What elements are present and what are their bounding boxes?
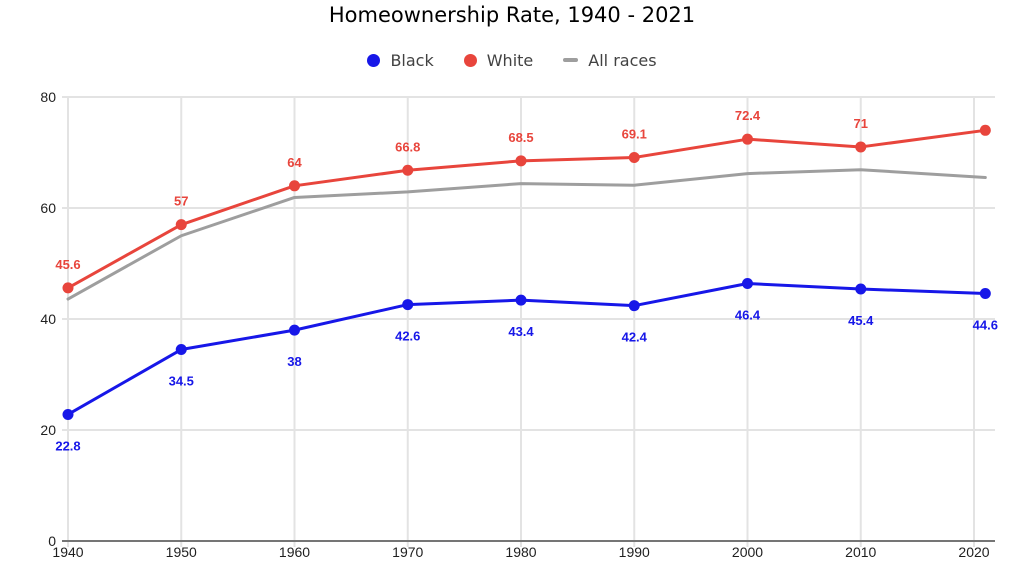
data-point-label-black: 38: [287, 354, 301, 369]
series-line-all-races: [66, 168, 987, 301]
legend-label-all-races: All races: [588, 50, 657, 70]
data-point-black: [515, 294, 527, 306]
data-point-white: [175, 219, 187, 231]
data-point-label-black: 46.4: [735, 307, 761, 322]
data-point-white: [628, 151, 640, 163]
data-point-white: [855, 141, 867, 153]
data-point-white: [289, 180, 300, 192]
data-point-black: [742, 277, 753, 289]
legend-marker-white-circle-icon: [463, 53, 477, 67]
x-axis-tick-label: 1940: [52, 544, 83, 560]
data-point-white: [515, 155, 527, 167]
legend-item-all-races: All races: [563, 50, 657, 70]
legend-marker-black-circle-icon: [367, 53, 381, 67]
x-axis-tick-label: 1980: [505, 544, 536, 560]
data-point-black: [402, 299, 414, 311]
data-point-white: [742, 133, 753, 145]
legend-marker-all-races-dash-icon: [563, 58, 579, 62]
legend-item-black: Black: [367, 50, 434, 70]
data-point-white: [979, 124, 991, 136]
data-point-label-white: 72.4: [735, 108, 761, 123]
data-point-black: [628, 300, 640, 312]
x-axis-tick-label: 2020: [958, 544, 989, 560]
x-axis-tick-label: 2010: [845, 544, 876, 560]
data-point-black: [855, 283, 867, 295]
data-point-label-black: 42.4: [622, 330, 648, 345]
data-point-label-white: 69.1: [622, 126, 647, 141]
x-axis-tick-label: 1950: [166, 544, 197, 560]
legend-item-white: White: [463, 50, 534, 70]
data-point-white: [62, 282, 74, 294]
data-point-label-black: 34.5: [169, 374, 194, 389]
x-axis-tick-label: 1990: [619, 544, 650, 560]
chart-legend: Black White All races: [0, 47, 1024, 73]
data-point-label-black: 44.6: [973, 317, 998, 332]
data-point-black: [979, 287, 991, 299]
data-point-label-white: 45.6: [55, 257, 80, 272]
data-point-white: [402, 164, 414, 176]
data-point-label-black: 43.4: [508, 324, 534, 339]
y-axis-tick-label: 40: [40, 311, 56, 327]
data-point-label-black: 45.4: [848, 313, 874, 328]
data-point-black: [62, 408, 74, 420]
x-axis-tick-label: 1960: [279, 544, 310, 560]
data-point-label-white: 68.5: [508, 130, 533, 145]
data-point-label-white: 64: [287, 155, 302, 170]
data-point-black: [289, 324, 300, 336]
x-axis-tick-label: 1970: [392, 544, 423, 560]
y-axis-tick-label: 20: [40, 422, 56, 438]
y-axis-tick-label: 60: [40, 200, 56, 216]
chart-title: Homeownership Rate, 1940 - 2021: [328, 3, 696, 27]
data-point-label-white: 57: [174, 194, 188, 209]
legend-label-black: Black: [390, 50, 434, 70]
series-line-white: [66, 128, 987, 290]
series-line-black: [66, 281, 987, 416]
y-axis-tick-label: 80: [40, 89, 56, 105]
data-point-label-white: 71: [854, 116, 868, 131]
data-point-label-black: 42.6: [395, 329, 420, 344]
data-point-black: [175, 344, 187, 356]
legend-label-white: White: [486, 50, 534, 70]
data-point-label-white: 66.8: [395, 139, 420, 154]
x-axis-tick-label: 2000: [732, 544, 763, 560]
data-point-label-black: 22.8: [55, 438, 80, 453]
y-axis-tick-label: 0: [48, 533, 56, 549]
